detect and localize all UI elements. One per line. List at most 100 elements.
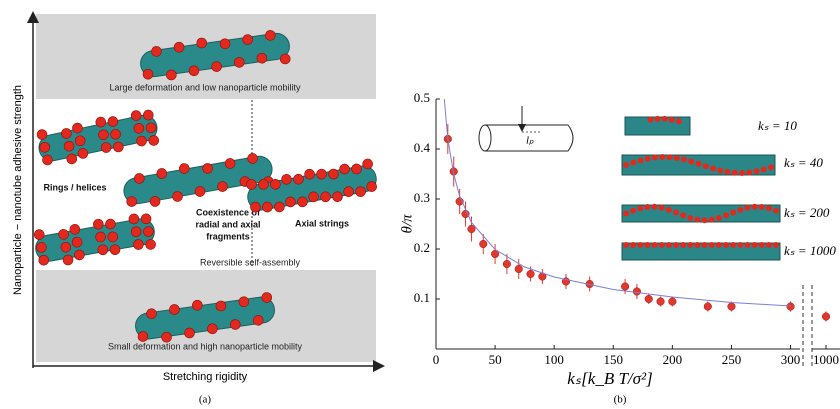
- inset-particle: [658, 204, 665, 211]
- nanotube: [246, 158, 377, 213]
- inset-particle: [681, 156, 687, 163]
- inset-particle: [651, 242, 658, 248]
- nanotube: [123, 153, 274, 207]
- inset-particle: [644, 242, 651, 248]
- inset-particle: [724, 168, 731, 175]
- inset-particle: [701, 242, 708, 248]
- nanoparticle: [63, 140, 75, 152]
- inset-particle: [730, 209, 737, 216]
- nanoparticle: [100, 142, 112, 153]
- tube-body: [135, 296, 275, 340]
- panel-label: (a): [199, 394, 212, 406]
- inset-label: lₚ: [526, 135, 534, 147]
- nanoparticle: [39, 141, 51, 153]
- nanoparticle: [107, 116, 119, 127]
- nanoparticle: [256, 52, 268, 64]
- y-tick-label: 0.5: [414, 90, 430, 105]
- inset-particle: [717, 167, 724, 174]
- nanoparticle: [202, 163, 213, 174]
- nanoparticle: [93, 218, 104, 230]
- nanoparticle: [97, 244, 109, 256]
- nanoparticle: [192, 299, 203, 311]
- inset-particle: [694, 216, 701, 223]
- nanoparticle: [279, 53, 291, 65]
- nanoparticle: [366, 181, 377, 192]
- inset-particle: [665, 242, 672, 248]
- nanoparticle: [145, 122, 157, 134]
- nanotube: [140, 30, 291, 81]
- inset-particle: [623, 242, 629, 248]
- nanoparticle: [36, 129, 48, 140]
- nanoparticle: [184, 327, 195, 339]
- inset-label: kₛ = 1000: [784, 243, 836, 258]
- y-axis-label: θ/π: [399, 214, 415, 234]
- inset-particle: [723, 242, 729, 248]
- nanoparticle: [69, 224, 81, 235]
- nanoparticle: [95, 231, 106, 243]
- inset-particle: [746, 169, 753, 176]
- x-axis-label: kₛ[k_B T/σ²]: [567, 369, 652, 388]
- nanoparticle: [293, 173, 304, 185]
- data-point: [502, 259, 511, 269]
- nanoparticle: [351, 163, 362, 175]
- cylinder: [485, 124, 574, 152]
- nanoparticle: [178, 163, 190, 174]
- y-tick-label: 0.4: [414, 140, 431, 155]
- inset-particle: [694, 242, 701, 248]
- nanoparticle: [207, 323, 218, 335]
- inset-particle: [630, 207, 637, 214]
- data-point: [656, 297, 665, 306]
- inset-particle: [773, 207, 779, 214]
- inset-particle: [630, 159, 637, 166]
- nanoparticle: [71, 236, 83, 248]
- nanoparticle: [128, 213, 140, 225]
- inset-particle: [658, 242, 665, 248]
- nanoparticle: [265, 30, 276, 41]
- label: Rings / helices: [43, 182, 106, 192]
- nanoparticle: [77, 148, 89, 159]
- nanoparticle: [156, 168, 168, 179]
- nanoparticle: [60, 241, 72, 253]
- x-tick-label: 200: [663, 352, 683, 367]
- data-point: [786, 302, 795, 311]
- nanoparticle: [95, 116, 107, 128]
- nanoparticle: [172, 191, 183, 202]
- inset-particle: [708, 242, 715, 248]
- nanoparticle: [109, 244, 121, 255]
- nanoparticle: [148, 135, 160, 146]
- inset-particle: [652, 154, 658, 161]
- inset-particle: [637, 205, 644, 212]
- inset-particle: [675, 118, 682, 125]
- inset-particle: [737, 206, 744, 213]
- inset-particle: [702, 163, 709, 170]
- inset-particle: [651, 203, 658, 210]
- panel-label: (b): [614, 394, 627, 406]
- nanoparticle: [110, 128, 121, 140]
- nanotube: [135, 292, 275, 343]
- data-point: [821, 312, 831, 321]
- inset-particle: [687, 214, 694, 221]
- nanoparticle: [332, 191, 343, 203]
- nanoparticle: [72, 122, 83, 134]
- data-point: [703, 302, 712, 311]
- nanoparticle: [113, 141, 124, 153]
- nanoparticle: [61, 128, 72, 139]
- nanoparticle: [328, 168, 339, 180]
- nanoparticle: [66, 153, 78, 165]
- nanoparticle: [134, 173, 145, 184]
- data-point: [491, 249, 500, 259]
- nanoparticle: [105, 218, 116, 230]
- inset-particle: [739, 169, 745, 176]
- nanoparticle: [146, 308, 157, 320]
- data-point: [632, 287, 641, 296]
- data-point: [727, 302, 736, 311]
- x-tick-label: 250: [722, 352, 742, 367]
- x-tick-label: 50: [489, 352, 502, 367]
- inset-particle: [765, 242, 772, 248]
- inset-particle: [637, 157, 644, 164]
- nanoparticle: [211, 61, 222, 72]
- inset-particle: [668, 116, 675, 123]
- nanoparticle: [247, 153, 258, 164]
- nanotube: [33, 213, 156, 266]
